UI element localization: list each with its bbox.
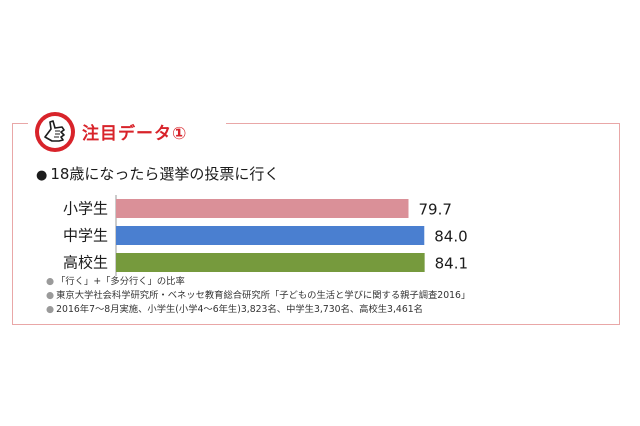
bar [116, 253, 425, 272]
category-label: 高校生 [63, 254, 108, 272]
notes: ● 「行く」+「多分行く」の比率 ● 東京大学社会科学研究所・ベネッセ教育総合研究所… [46, 275, 470, 317]
header-title: 注目データ① [82, 124, 188, 144]
note-bullet-icon: ● [46, 290, 55, 301]
bar [116, 199, 409, 218]
note-item: ● 「行く」+「多分行く」の比率 [46, 275, 470, 289]
note-bullet-icon: ● [46, 304, 55, 315]
note-text: 「行く」+「多分行く」の比率 [56, 276, 185, 287]
note-text: 東京大学社会科学研究所・ベネッセ教育総合研究所「子どもの生活と学びに関する親子調… [56, 290, 471, 301]
pointing-hand-icon [35, 112, 75, 152]
value-label: 84.1 [435, 255, 468, 273]
note-item: ● 2016年7～8月実施、小学生(小学4～6年生)3,823名、中学生3,730… [46, 303, 470, 317]
note-bullet-icon: ● [46, 276, 55, 287]
panel-frame [12, 123, 620, 325]
category-label: 中学生 [63, 227, 108, 245]
value-label: 79.7 [418, 201, 451, 219]
value-label: 84.0 [434, 228, 467, 246]
chart-title: ● 18歳になったら選挙の投票に行く [36, 163, 279, 184]
note-item: ● 東京大学社会科学研究所・ベネッセ教育総合研究所「子どもの生活と学びに関する親子… [46, 289, 470, 303]
chart-title-text: 18歳になったら選挙の投票に行く [50, 165, 280, 183]
bullet-icon: ● [36, 168, 48, 183]
category-label: 小学生 [63, 200, 108, 218]
bar [116, 226, 425, 245]
note-text: 2016年7～8月実施、小学生(小学4～6年生)3,823名、中学生3,730名… [56, 304, 423, 315]
